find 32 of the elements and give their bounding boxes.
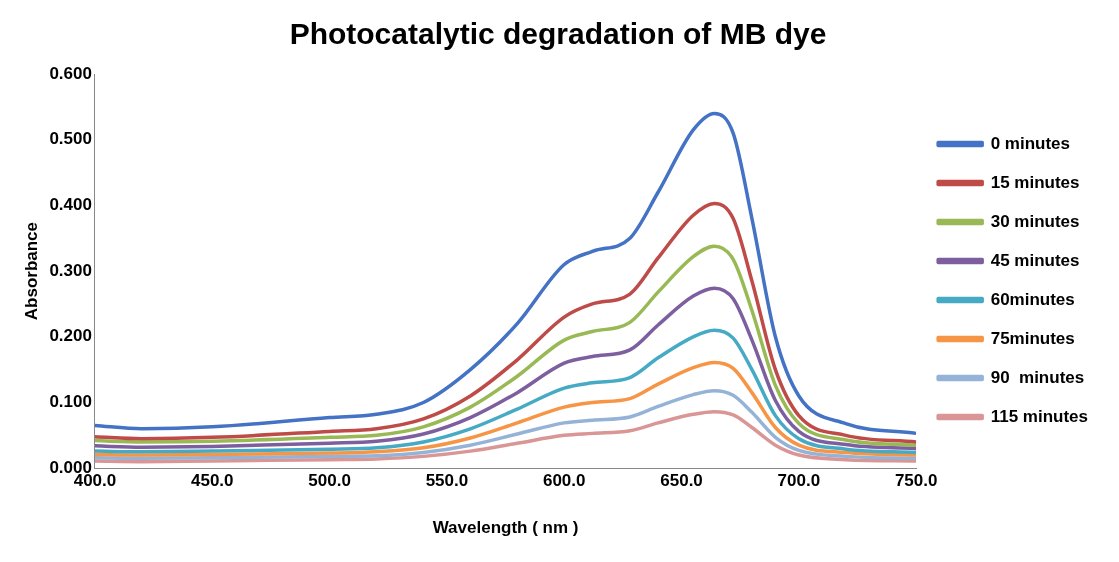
- y-tick-label: 0.300: [49, 260, 92, 280]
- line-series: [94, 286, 917, 451]
- x-tick-label: 450.0: [190, 471, 234, 491]
- x-tick-label: 550.0: [425, 471, 469, 491]
- legend-label: 60minutes: [990, 289, 1075, 309]
- line-series: [94, 328, 917, 455]
- line-series: [94, 409, 917, 464]
- y-axis-title: Absorbance: [21, 221, 41, 321]
- line-series: [94, 244, 917, 447]
- x-tick-label: 500.0: [308, 471, 351, 491]
- x-tick-label: 600.0: [542, 471, 586, 491]
- legend-label: 90 minutes: [990, 367, 1085, 387]
- line-series: [94, 111, 917, 436]
- chart-title: Photocatalytic degradation of MB dye: [289, 17, 827, 51]
- y-tick-label: 0.100: [49, 392, 92, 412]
- y-tick-label: 0.400: [49, 195, 92, 215]
- line-series: [94, 388, 917, 461]
- y-tick-label: 0.600: [49, 63, 92, 83]
- x-tick-label: 700.0: [777, 471, 821, 491]
- x-axis-title: Wavelength ( nm ): [432, 518, 579, 538]
- y-tick-label: 0.500: [49, 129, 92, 149]
- line-series: [94, 201, 917, 444]
- legend-label: 0 minutes: [990, 133, 1071, 153]
- legend-label: 45 minutes: [990, 250, 1080, 270]
- legend-label: 15 minutes: [990, 172, 1080, 192]
- legend-label: 75minutes: [990, 328, 1075, 348]
- x-tick-label: 650.0: [660, 471, 703, 491]
- y-tick-label: 0.200: [49, 326, 92, 346]
- line-series: [94, 360, 917, 457]
- legend-label: 30 minutes: [990, 211, 1080, 231]
- x-tick-label: 750.0: [894, 471, 938, 491]
- legend-label: 115 minutes: [990, 406, 1088, 426]
